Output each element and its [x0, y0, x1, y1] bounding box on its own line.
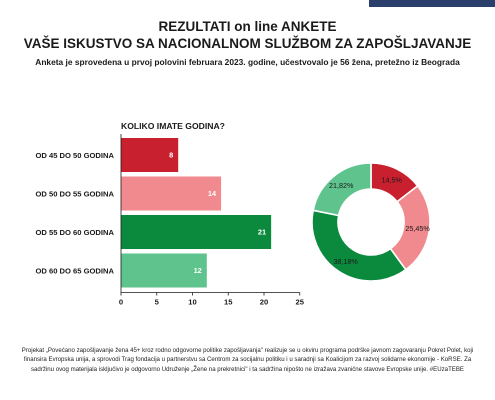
- x-tick-label: 0: [119, 298, 123, 307]
- x-tick-label: 15: [224, 298, 233, 307]
- slice-label: 21,82%: [329, 181, 354, 190]
- data-label: 14: [208, 189, 217, 198]
- bar: [121, 253, 207, 288]
- x-tick-label: 20: [260, 298, 268, 307]
- pie-slice: [311, 209, 407, 282]
- page-title: REZULTATI on line ANKETE: [158, 19, 337, 34]
- data-label: 12: [194, 266, 202, 275]
- x-tick-label: 5: [155, 298, 160, 307]
- logo-strip: [366, 0, 495, 7]
- bar-chart-title: KOLIKO IMATE GODINA?: [121, 121, 225, 131]
- header: REZULTATI on line ANKETE VAŠE ISKUSTVO S…: [0, 18, 495, 69]
- slice-label: 38,18%: [333, 257, 358, 266]
- category-label: OD 50 DO 55 GODINA: [36, 189, 115, 198]
- category-label: OD 45 DO 50 GODINA: [36, 151, 115, 160]
- bar: [121, 215, 272, 249]
- data-label: 21: [258, 228, 266, 237]
- survey-note: Anketa je sprovedena u prvoj polovini fe…: [35, 57, 460, 67]
- slice-label: 25,45%: [405, 224, 430, 233]
- data-label: 8: [169, 151, 173, 160]
- footer-disclaimer: Projekat „Povećano zapošljavanje žena 45…: [21, 347, 474, 373]
- bar: [121, 176, 222, 211]
- x-tick-label: 25: [296, 298, 305, 307]
- x-tick-label: 10: [188, 298, 196, 307]
- page-subtitle: VAŠE ISKUSTVO SA NACIONALNOM SLUŽBOM ZA …: [23, 36, 472, 51]
- bar: [121, 138, 179, 172]
- category-label: OD 60 DO 65 GODINA: [36, 266, 115, 275]
- slice-label: 14,5%: [381, 175, 402, 184]
- category-label: OD 55 DO 60 GODINA: [36, 228, 115, 237]
- pie-slice: [312, 162, 372, 217]
